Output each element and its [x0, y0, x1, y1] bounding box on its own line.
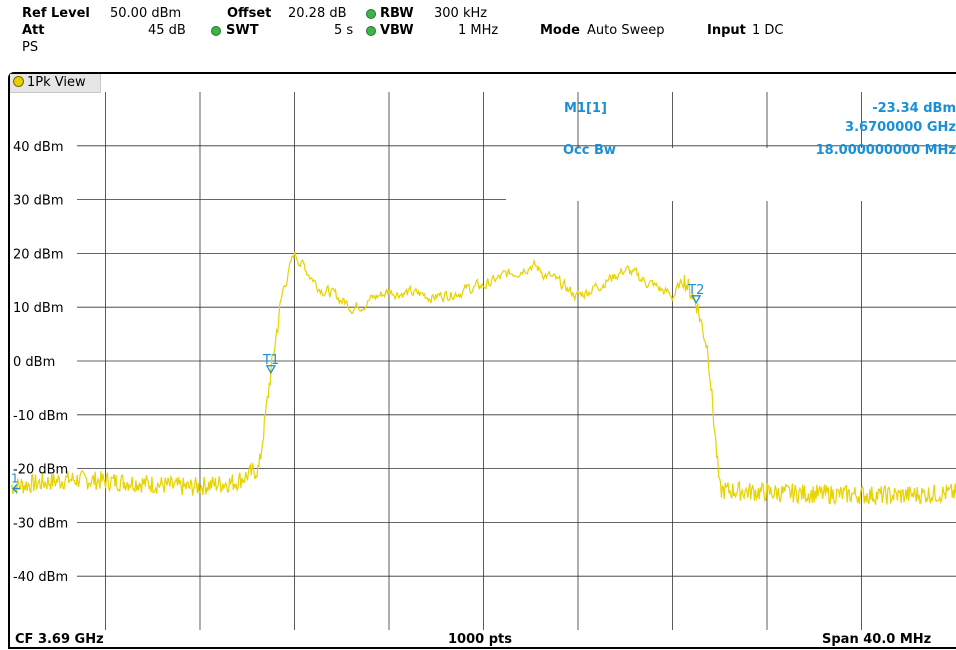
y-tick-label: 20 dBm [13, 247, 64, 262]
rbw-indicator-icon [366, 9, 376, 19]
t2-marker-icon[interactable] [691, 295, 702, 305]
ref-level-value: 50.00 dBm [110, 6, 182, 21]
rbw-value: 300 kHz [434, 6, 488, 21]
marker-panel-bg [506, 148, 956, 201]
center-frequency: CF 3.69 GHz [15, 632, 104, 647]
y-tick-label-bg [11, 568, 77, 584]
y-tick-label-bg [11, 299, 77, 315]
y-tick-label: 10 dBm [13, 301, 64, 316]
y-axis-labels: 40 dBm 30 dBm 20 dBm 10 dBm 0 dBm -10 dBm -20 … [11, 137, 77, 585]
y-tick-label-bg [11, 191, 77, 207]
mode-label: Mode [540, 23, 580, 38]
input-label: Input [707, 23, 746, 38]
occ-bw-label: Occ Bw [563, 143, 616, 158]
y-tick-label: -20 dBm [13, 463, 68, 478]
m1-frequency: 3.6700000 GHz [845, 120, 956, 135]
ps-label: PS [22, 40, 39, 55]
view-title-tab[interactable]: 1Pk View [10, 74, 101, 93]
y-tick-label: 30 dBm [13, 194, 64, 209]
swt-indicator-icon [211, 26, 221, 36]
y-tick-label: -10 dBm [13, 409, 68, 424]
y-tick-label: -40 dBm [13, 570, 68, 585]
swt-label: SWT [226, 23, 259, 38]
view-status-icon [13, 76, 24, 87]
sweep-points: 1000 pts [448, 632, 512, 647]
trace-1 [11, 251, 956, 506]
y-tick-label-bg [11, 137, 77, 153]
m1-arrow-icon [12, 484, 20, 494]
vbw-label: VBW [380, 23, 414, 38]
plot-grid [11, 92, 956, 630]
t2-marker-label: T2 [687, 283, 704, 298]
y-tick-label: 0 dBm [13, 355, 55, 370]
offset-label: Offset [227, 6, 272, 21]
y-tick-label: -30 dBm [13, 516, 68, 531]
swt-value: 5 s [334, 23, 354, 38]
t1-marker-icon[interactable] [265, 365, 276, 375]
input-value: 1 DC [752, 23, 784, 38]
spectrum-plot[interactable]: 40 dBm 30 dBm 20 dBm 10 dBm 0 dBm -10 dBm -20 … [11, 92, 956, 630]
m1-label: M1[1] [564, 101, 607, 116]
offset-value: 20.28 dB [288, 6, 347, 21]
m1-level: -23.34 dBm [872, 101, 956, 116]
view-frame [8, 72, 956, 649]
span: Span 40.0 MHz [822, 632, 932, 647]
rbw-label: RBW [380, 6, 414, 21]
vbw-indicator-icon [366, 26, 376, 36]
y-tick-label-bg [11, 353, 77, 368]
ref-level-label: Ref Level [22, 6, 90, 21]
y-tick-label: 40 dBm [13, 140, 64, 155]
att-label: Att [22, 23, 45, 38]
y-tick-label-bg [11, 406, 77, 422]
view-title: 1Pk View [27, 75, 86, 90]
y-tick-label-bg [11, 460, 77, 476]
y-tick-label-bg [11, 514, 77, 530]
t1-marker-label: T1 [262, 353, 279, 368]
vbw-value: 1 MHz [458, 23, 499, 38]
y-tick-label-bg [11, 245, 77, 261]
att-value: 45 dB [148, 23, 186, 38]
m1-ref-marker-label: 1 [11, 472, 19, 486]
mode-value: Auto Sweep [587, 23, 665, 38]
occ-bw-value: 18.000000000 MHz [816, 143, 956, 158]
